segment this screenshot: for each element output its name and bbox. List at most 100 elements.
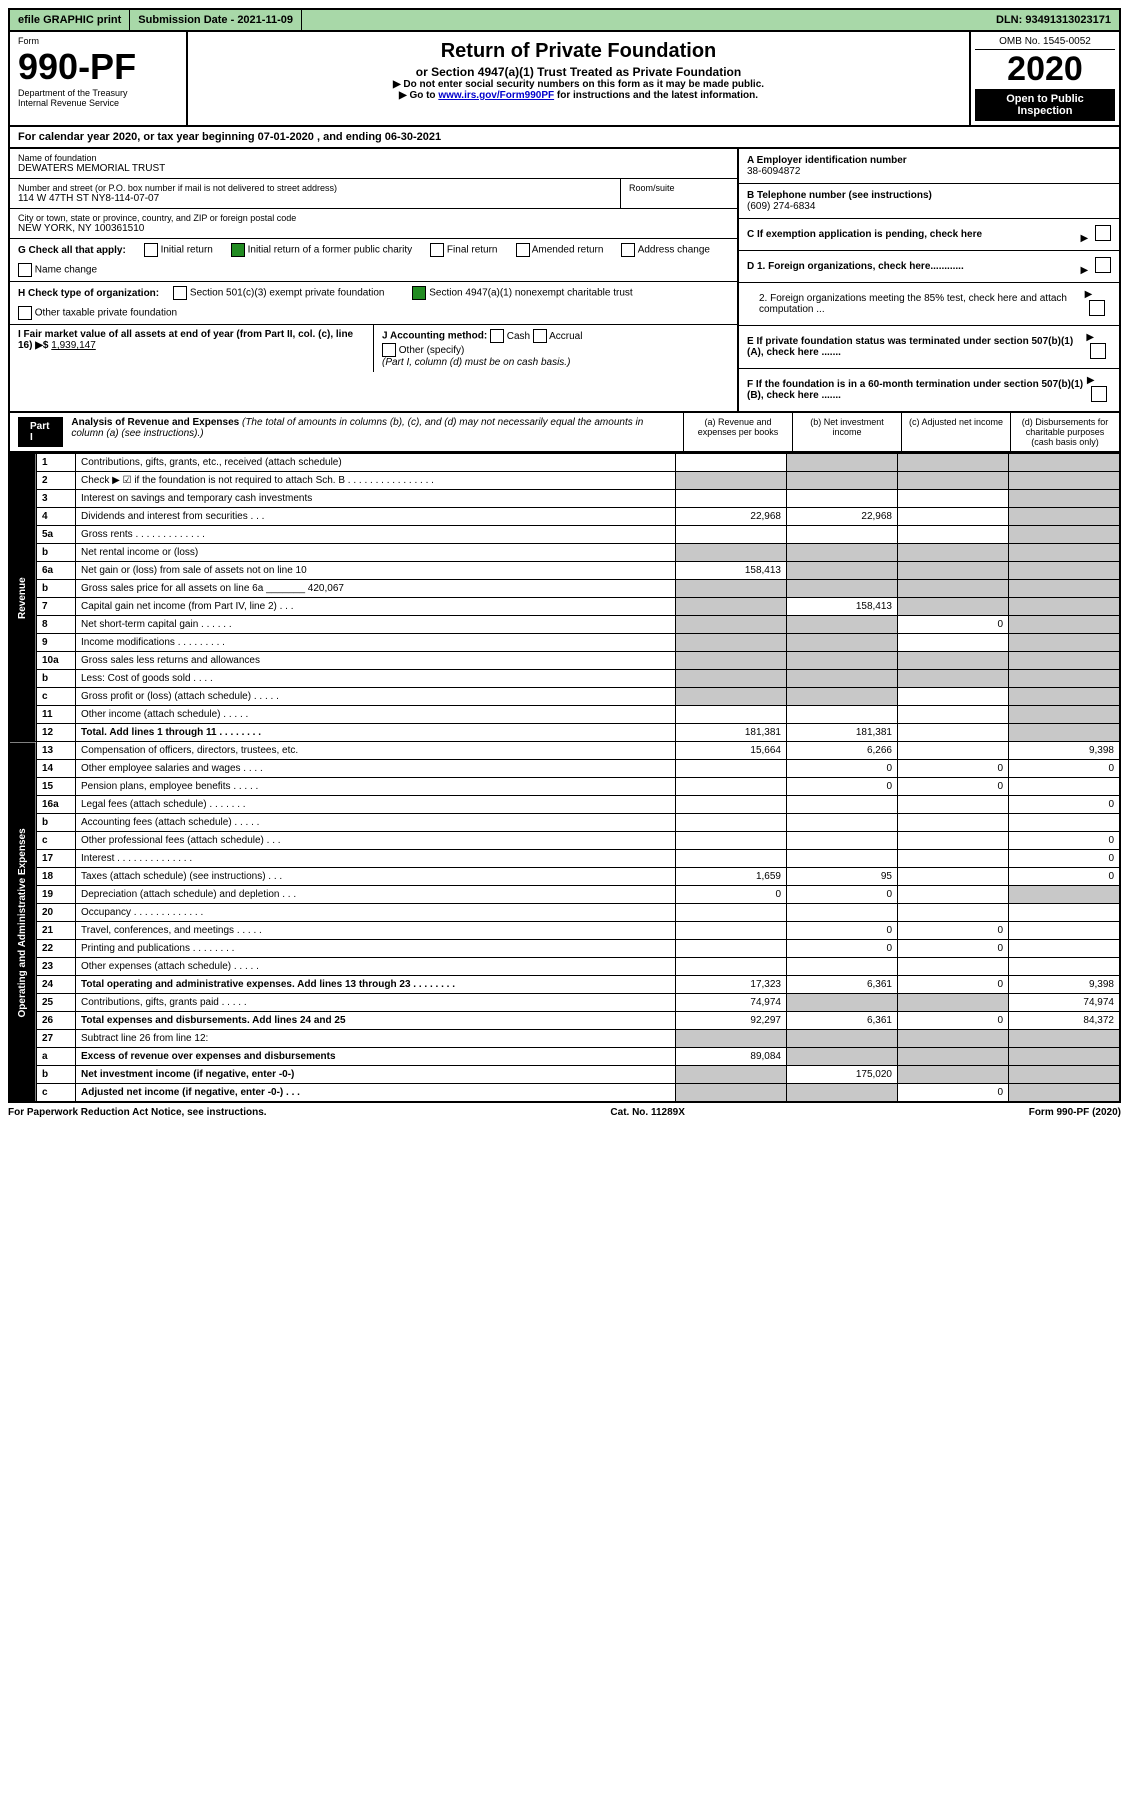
h-opt-other[interactable]: Other taxable private foundation bbox=[18, 306, 177, 320]
j-opt-accrual[interactable]: Accrual bbox=[533, 331, 583, 342]
table-row: 20Occupancy . . . . . . . . . . . . . bbox=[9, 904, 1120, 922]
cell-value bbox=[787, 1084, 898, 1103]
line-number: 10a bbox=[37, 652, 76, 670]
cell-value bbox=[1009, 616, 1121, 634]
c-checkbox[interactable] bbox=[1095, 225, 1111, 241]
cell-value bbox=[676, 778, 787, 796]
cell-value bbox=[676, 688, 787, 706]
cell-value: 0 bbox=[898, 1012, 1009, 1030]
line-desc: Excess of revenue over expenses and disb… bbox=[76, 1048, 676, 1066]
cell-value: 181,381 bbox=[676, 724, 787, 742]
d2-checkbox[interactable] bbox=[1089, 300, 1105, 316]
line-number: b bbox=[37, 814, 76, 832]
line-desc: Net rental income or (loss) bbox=[76, 544, 676, 562]
cell-value bbox=[898, 688, 1009, 706]
table-row: 24Total operating and administrative exp… bbox=[9, 976, 1120, 994]
j-opt-other[interactable]: Other (specify) bbox=[382, 345, 464, 356]
line-desc: Less: Cost of goods sold . . . . bbox=[76, 670, 676, 688]
form-label: Form bbox=[18, 36, 178, 46]
cell-value bbox=[1009, 580, 1121, 598]
table-row: Revenue1Contributions, gifts, grants, et… bbox=[9, 454, 1120, 472]
irs-link[interactable]: www.irs.gov/Form990PF bbox=[438, 90, 554, 101]
h-opt-501c3[interactable]: Section 501(c)(3) exempt private foundat… bbox=[173, 286, 384, 300]
cell-value bbox=[1009, 814, 1121, 832]
calendar-year-row: For calendar year 2020, or tax year begi… bbox=[8, 127, 1121, 149]
line-number: 12 bbox=[37, 724, 76, 742]
line-number: 16a bbox=[37, 796, 76, 814]
col-b: (b) Net investment income bbox=[792, 413, 901, 451]
table-row: cAdjusted net income (if negative, enter… bbox=[9, 1084, 1120, 1103]
cell-value bbox=[676, 904, 787, 922]
cell-value: 89,084 bbox=[676, 1048, 787, 1066]
tel-label: B Telephone number (see instructions) bbox=[747, 190, 1111, 201]
cell-value: 6,361 bbox=[787, 1012, 898, 1030]
e-label: E If private foundation status was termi… bbox=[747, 336, 1086, 358]
cell-value bbox=[1009, 598, 1121, 616]
table-row: 5aGross rents . . . . . . . . . . . . . bbox=[9, 526, 1120, 544]
cell-value bbox=[898, 904, 1009, 922]
line-number: c bbox=[37, 1084, 76, 1103]
dept-label: Department of the Treasury bbox=[18, 88, 178, 98]
line-desc: Total expenses and disbursements. Add li… bbox=[76, 1012, 676, 1030]
f-checkbox[interactable] bbox=[1091, 386, 1107, 402]
g-opt-final[interactable]: Final return bbox=[430, 243, 497, 257]
line-desc: Interest . . . . . . . . . . . . . . bbox=[76, 850, 676, 868]
h-opt-4947[interactable]: Section 4947(a)(1) nonexempt charitable … bbox=[412, 286, 632, 300]
table-row: 10aGross sales less returns and allowanc… bbox=[9, 652, 1120, 670]
g-opt-initial[interactable]: Initial return bbox=[144, 243, 213, 257]
line-desc: Gross sales less returns and allowances bbox=[76, 652, 676, 670]
cell-value bbox=[1009, 886, 1121, 904]
d1-checkbox[interactable] bbox=[1095, 257, 1111, 273]
c-label: C If exemption application is pending, c… bbox=[747, 229, 982, 240]
line-number: 2 bbox=[37, 472, 76, 490]
cell-value bbox=[787, 958, 898, 976]
cell-value bbox=[1009, 778, 1121, 796]
cell-value bbox=[898, 850, 1009, 868]
form-number: 990-PF bbox=[18, 46, 178, 88]
line-desc: Occupancy . . . . . . . . . . . . . bbox=[76, 904, 676, 922]
g-opt-amended[interactable]: Amended return bbox=[516, 243, 604, 257]
cell-value bbox=[898, 562, 1009, 580]
line-desc: Interest on savings and temporary cash i… bbox=[76, 490, 676, 508]
cell-value bbox=[1009, 634, 1121, 652]
cell-value: 0 bbox=[898, 1084, 1009, 1103]
col-c: (c) Adjusted net income bbox=[901, 413, 1010, 451]
line-desc: Other employee salaries and wages . . . … bbox=[76, 760, 676, 778]
cell-value bbox=[787, 616, 898, 634]
table-row: 18Taxes (attach schedule) (see instructi… bbox=[9, 868, 1120, 886]
cell-value bbox=[1009, 670, 1121, 688]
g-opt-initial-former[interactable]: Initial return of a former public charit… bbox=[231, 243, 412, 257]
foundation-city: NEW YORK, NY 100361510 bbox=[18, 223, 729, 234]
line-number: 13 bbox=[37, 742, 76, 760]
cell-value bbox=[787, 544, 898, 562]
cell-value: 15,664 bbox=[676, 742, 787, 760]
cell-value bbox=[1009, 688, 1121, 706]
cell-value bbox=[898, 544, 1009, 562]
table-row: Operating and Administrative Expenses13C… bbox=[9, 742, 1120, 760]
cell-value: 9,398 bbox=[1009, 742, 1121, 760]
cell-value bbox=[898, 670, 1009, 688]
cell-value bbox=[787, 526, 898, 544]
e-checkbox[interactable] bbox=[1090, 343, 1106, 359]
cell-value: 0 bbox=[1009, 760, 1121, 778]
cell-value bbox=[898, 580, 1009, 598]
cell-value bbox=[787, 634, 898, 652]
table-row: 19Depreciation (attach schedule) and dep… bbox=[9, 886, 1120, 904]
cell-value bbox=[1009, 922, 1121, 940]
cell-value bbox=[1009, 490, 1121, 508]
cell-value bbox=[676, 940, 787, 958]
cell-value bbox=[898, 706, 1009, 724]
table-row: 2Check ▶ ☑ if the foundation is not requ… bbox=[9, 472, 1120, 490]
j-opt-cash[interactable]: Cash bbox=[490, 331, 530, 342]
g-opt-address[interactable]: Address change bbox=[621, 243, 710, 257]
g-opt-name[interactable]: Name change bbox=[18, 263, 97, 277]
table-row: 21Travel, conferences, and meetings . . … bbox=[9, 922, 1120, 940]
cell-value: 0 bbox=[787, 922, 898, 940]
cell-value bbox=[676, 544, 787, 562]
tax-year: 2020 bbox=[975, 50, 1115, 89]
cell-value bbox=[1009, 454, 1121, 472]
line-desc: Taxes (attach schedule) (see instruction… bbox=[76, 868, 676, 886]
foundation-addr: 114 W 47TH ST NY8-114-07-07 bbox=[18, 193, 612, 204]
cell-value bbox=[676, 598, 787, 616]
cell-value: 0 bbox=[1009, 868, 1121, 886]
